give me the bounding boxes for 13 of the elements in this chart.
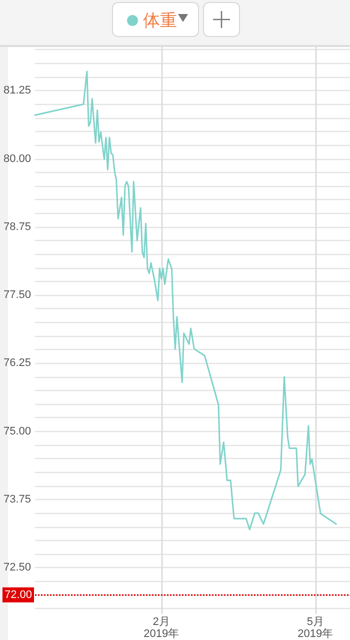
y-tick-label: 81.25 bbox=[3, 84, 31, 97]
x-tick-label: 5月 2019年 bbox=[298, 616, 334, 640]
y-tick-label: 77.50 bbox=[3, 289, 31, 302]
y-tick-label: 75.00 bbox=[3, 425, 31, 438]
x-tick-label: 2月 2019年 bbox=[144, 616, 180, 640]
y-tick-label: 73.75 bbox=[3, 494, 31, 506]
y-tick-label: 72.50 bbox=[3, 562, 31, 574]
y-tick-label: 76.25 bbox=[3, 357, 31, 370]
line-series bbox=[34, 70, 337, 530]
legend-label: 体重 bbox=[143, 11, 177, 30]
y-tick-label: 80.00 bbox=[3, 152, 31, 165]
ref-line-label: 72.00 bbox=[4, 588, 32, 601]
y-tick-label: 78.75 bbox=[3, 220, 31, 233]
